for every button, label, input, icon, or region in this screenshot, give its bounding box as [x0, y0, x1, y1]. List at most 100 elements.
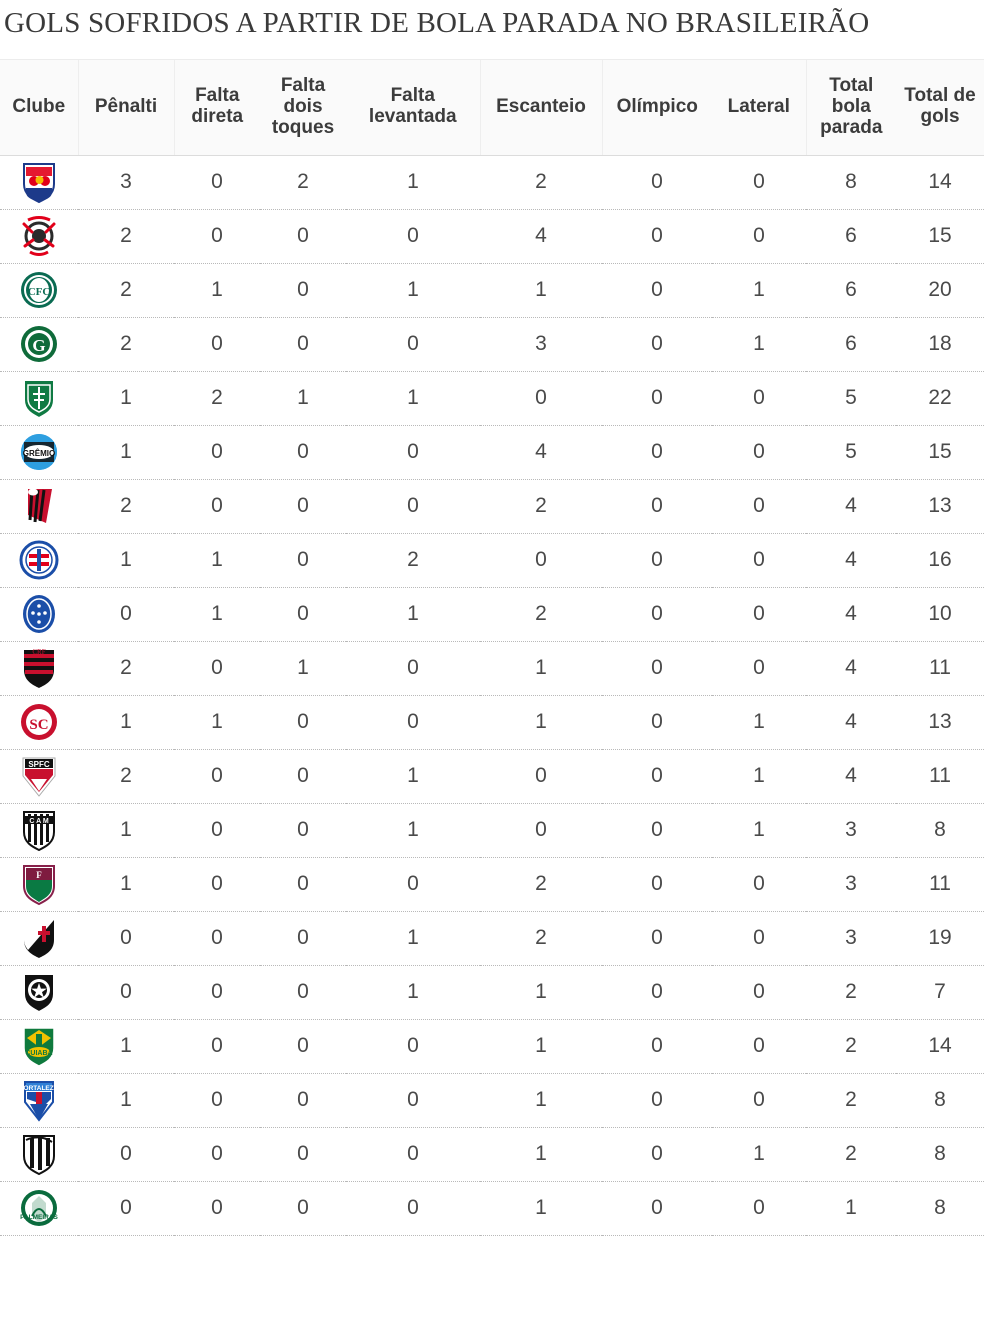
column-header-falta-direta[interactable]: Falta direta	[173, 58, 260, 156]
cell-olimpico: 0	[602, 263, 712, 318]
cell-olimpico: 0	[602, 965, 712, 1020]
svg-text:FORTALEZA: FORTALEZA	[20, 1085, 59, 1092]
table-row[interactable]: 2 0 0 0 2 0 0 4 13	[0, 479, 984, 534]
column-header-olimpico[interactable]: Olímpico	[601, 58, 712, 156]
table-row[interactable]: G 2 0 0 0 3 0 1 6 18	[0, 317, 984, 372]
cell-falta_levantada: 0	[346, 425, 480, 480]
club-cell[interactable]	[0, 479, 78, 534]
table-row[interactable]: 1 2 1 1 0 0 0 5 22	[0, 371, 984, 426]
cell-falta_direta: 0	[174, 749, 260, 804]
club-cell[interactable]: GRÊMIO	[0, 425, 78, 480]
club-cell[interactable]: F	[0, 857, 78, 912]
sao-paulo-crest: SPFC	[18, 754, 60, 798]
cell-falta_direta: 0	[174, 1019, 260, 1074]
table-row[interactable]: 0 0 0 1 2 0 0 3 19	[0, 911, 984, 966]
cell-falta_direta: 1	[174, 533, 260, 588]
cell-escanteio: 2	[480, 587, 602, 642]
table-row[interactable]: SC 1 1 0 0 1 0 1 4 13	[0, 695, 984, 750]
club-cell[interactable]	[0, 371, 78, 426]
santos-crest	[18, 1132, 60, 1176]
cell-falta_levantada: 0	[346, 1181, 480, 1236]
table-row[interactable]: SPFC 2 0 0 1 0 0 1 4 11	[0, 749, 984, 804]
club-cell[interactable]: CUIABÁ	[0, 1019, 78, 1074]
table-row[interactable]: 3 0 2 1 2 0 0 8 14	[0, 155, 984, 210]
column-header-escanteio[interactable]: Escanteio	[479, 58, 602, 156]
club-cell[interactable]: C A M	[0, 803, 78, 858]
club-cell[interactable]	[0, 209, 78, 264]
column-header-clube[interactable]: Clube	[0, 58, 78, 156]
club-cell[interactable]	[0, 911, 78, 966]
table-row[interactable]: PALMEIRAS 0 0 0 0 1 0 0 1 8	[0, 1181, 984, 1236]
cell-olimpico: 0	[602, 1073, 712, 1128]
stats-table-container: Clube Pênalti Falta direta Falta dois to…	[0, 58, 984, 1236]
club-cell[interactable]	[0, 533, 78, 588]
table-row[interactable]: CRF 2 0 1 0 1 0 0 4 11	[0, 641, 984, 696]
vasco-crest	[18, 916, 60, 960]
cell-total_bola_parada: 5	[806, 425, 896, 480]
club-cell[interactable]: SPFC	[0, 749, 78, 804]
cell-falta_dois_toques: 0	[260, 1019, 346, 1074]
table-row[interactable]: GRÊMIO 1 0 0 0 4 0 0 5 15	[0, 425, 984, 480]
cell-total_de_gols: 8	[896, 803, 984, 858]
cell-olimpico: 0	[602, 317, 712, 372]
cell-lateral: 1	[712, 1127, 806, 1182]
club-cell[interactable]	[0, 1127, 78, 1182]
table-row[interactable]: F 1 0 0 0 2 0 0 3 11	[0, 857, 984, 912]
cell-escanteio: 1	[480, 263, 602, 318]
table-header-row: Clube Pênalti Falta direta Falta dois to…	[0, 58, 984, 156]
america-mg-crest	[18, 376, 60, 420]
cell-falta_direta: 0	[174, 317, 260, 372]
table-row[interactable]: 2 0 0 0 4 0 0 6 15	[0, 209, 984, 264]
athletico-pr-crest	[18, 484, 60, 528]
page-title: GOLS SOFRIDOS A PARTIR DE BOLA PARADA NO…	[4, 7, 870, 39]
cell-lateral: 1	[712, 317, 806, 372]
cell-total_de_gols: 13	[896, 695, 984, 750]
club-cell[interactable]	[0, 965, 78, 1020]
cell-penalti: 3	[78, 155, 174, 210]
column-header-falta-dois-toques[interactable]: Falta dois toques	[260, 58, 346, 156]
cell-olimpico: 0	[602, 641, 712, 696]
cell-falta_direta: 1	[174, 587, 260, 642]
cell-penalti: 0	[78, 911, 174, 966]
cell-total_bola_parada: 3	[806, 857, 896, 912]
column-header-falta-levantada[interactable]: Falta levantada	[346, 58, 480, 156]
club-cell[interactable]	[0, 155, 78, 210]
cell-falta_levantada: 1	[346, 911, 480, 966]
cell-falta_direta: 0	[174, 479, 260, 534]
cell-penalti: 2	[78, 263, 174, 318]
club-cell[interactable]: G	[0, 317, 78, 372]
svg-text:PALMEIRAS: PALMEIRAS	[20, 1214, 58, 1221]
table-row[interactable]: FORTALEZA 1 0 0 0 1 0 0 2 8	[0, 1073, 984, 1128]
club-cell[interactable]: CFC	[0, 263, 78, 318]
cell-falta_direta: 0	[174, 857, 260, 912]
club-cell[interactable]: CRF	[0, 641, 78, 696]
table-row[interactable]: 0 1 0 1 2 0 0 4 10	[0, 587, 984, 642]
bahia-crest	[18, 538, 60, 582]
svg-text:SC: SC	[29, 717, 48, 733]
cell-lateral: 0	[712, 209, 806, 264]
club-cell[interactable]: PALMEIRAS	[0, 1181, 78, 1236]
club-cell[interactable]	[0, 587, 78, 642]
cell-total_bola_parada: 4	[806, 479, 896, 534]
cell-total_bola_parada: 4	[806, 641, 896, 696]
table-row[interactable]: CUIABÁ 1 0 0 0 1 0 0 2 14	[0, 1019, 984, 1074]
column-header-total-de-gols[interactable]: Total de gols	[896, 58, 984, 156]
club-cell[interactable]: FORTALEZA	[0, 1073, 78, 1128]
column-header-lateral[interactable]: Lateral	[712, 58, 806, 156]
cell-falta_dois_toques: 0	[260, 1127, 346, 1182]
column-header-total-bola-parada[interactable]: Total bola parada	[805, 58, 896, 156]
palmeiras-crest: PALMEIRAS	[18, 1186, 60, 1230]
cell-total_bola_parada: 3	[806, 803, 896, 858]
cell-total_bola_parada: 3	[806, 911, 896, 966]
table-row[interactable]: CFC 2 1 0 1 1 0 1 6 20	[0, 263, 984, 318]
table-row[interactable]: 1 1 0 2 0 0 0 4 16	[0, 533, 984, 588]
column-header-penalti[interactable]: Pênalti	[77, 58, 174, 156]
cell-falta_levantada: 0	[346, 857, 480, 912]
club-cell[interactable]: SC	[0, 695, 78, 750]
table-header: Clube Pênalti Falta direta Falta dois to…	[0, 58, 984, 156]
svg-text:CRF: CRF	[32, 648, 45, 656]
cell-lateral: 0	[712, 479, 806, 534]
